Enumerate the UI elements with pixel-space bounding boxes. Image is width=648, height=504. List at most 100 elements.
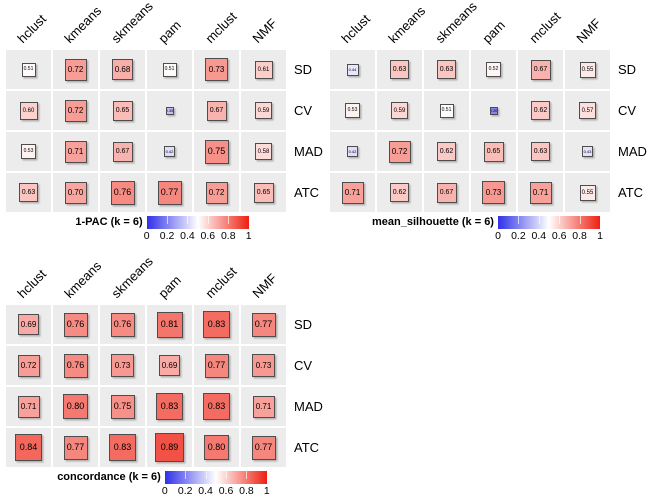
colorbar-label-0.2: 0.2 [511, 230, 526, 242]
value-box: 0.67 [436, 182, 457, 203]
value-box: 0.43 [582, 146, 593, 157]
value-box: 0.77 [251, 435, 276, 460]
value-box: 0.67 [112, 141, 133, 162]
col-label-skmeans: skmeans [432, 0, 480, 46]
value-box: 0.63 [531, 142, 550, 161]
value-box: 0.58 [255, 143, 272, 160]
value-box: 0.72 [64, 58, 87, 81]
cell-SD-hclust: 0.44 [330, 50, 375, 89]
value-box: 0.77 [204, 353, 229, 378]
value-box: 0.52 [486, 62, 501, 77]
colorbar-label-0.8: 0.8 [239, 485, 254, 497]
colorbar-wrap: 0 0.2 0.4 0.6 0.8 1 [161, 471, 270, 497]
value-box: 0.67 [206, 100, 227, 121]
legend: 1-PAC (k = 6) 0 0.2 0.4 0.6 0.8 1 [0, 216, 324, 242]
colorbar-label-0: 0 [143, 230, 150, 242]
col-label-hclust: hclust [14, 266, 50, 301]
value-box: 0.73 [252, 354, 275, 377]
column-header-row: hclust kmeans skmeans pam mclust NMF [324, 0, 648, 48]
heatmap-grid: 0.51 0.72 0.68 0.51 0.73 0.61 0.60 0.72 0.65 0.35… [6, 50, 286, 212]
value-box: 0.71 [252, 395, 275, 418]
cell-SD-pam: 0.52 [471, 50, 516, 89]
value-box: 0.76 [63, 353, 88, 378]
cell-MAD-mclust: 0.63 [518, 132, 563, 171]
colorbar-labels: 0 0.2 0.4 0.6 0.8 1 [161, 484, 270, 497]
value-box: 0.53 [21, 144, 36, 159]
value-box: 0.72 [64, 99, 87, 122]
colorbar-label-0.2: 0.2 [159, 230, 175, 242]
cell-MAD-kmeans: 0.80 [53, 387, 98, 426]
col-label-hclust: hclust [14, 11, 50, 47]
cell-SD-kmeans: 0.63 [377, 50, 422, 89]
row-label-MAD: MAD [618, 144, 647, 159]
value-box: 0.76 [63, 312, 88, 337]
cell-SD-NMF: 0.61 [241, 50, 286, 89]
value-box: 0.71 [341, 181, 364, 204]
colorbar-tick [187, 216, 189, 224]
col-label-kmeans: kmeans [61, 3, 105, 46]
colorbar-tick [579, 216, 581, 224]
col-label-hclust: hclust [338, 11, 374, 47]
colorbar-label-0.4: 0.4 [198, 485, 213, 497]
colorbar-tick [207, 216, 209, 224]
value-box: 0.75 [110, 394, 135, 419]
row-label-SD: SD [618, 62, 637, 77]
heatmap-grid: 0.44 0.63 0.63 0.52 0.67 0.55 0.53 0.59 0.51 0.20… [330, 50, 610, 212]
colorbar-gradient [497, 216, 600, 229]
colorbar-label-0: 0 [161, 485, 168, 497]
value-box: 0.62 [390, 183, 409, 202]
cell-MAD-skmeans: 0.75 [100, 387, 145, 426]
cell-ATC-NMF: 0.77 [241, 428, 286, 467]
value-box: 0.35 [165, 106, 174, 115]
cell-CV-hclust: 0.60 [6, 91, 51, 130]
row-label-CV: CV [294, 103, 313, 118]
value-box: 0.89 [155, 433, 184, 462]
cell-ATC-kmeans: 0.62 [377, 173, 422, 212]
colorbar-gradient [164, 471, 267, 484]
colorbar-gradient [146, 216, 249, 229]
colorbar-label-0: 0 [495, 230, 501, 242]
row-label-SD: SD [294, 62, 313, 77]
value-box: 0.80 [204, 435, 229, 460]
cell-CV-pam: 0.35 [147, 91, 192, 130]
col-label-pam: pam [479, 17, 508, 46]
value-box: 0.84 [15, 434, 42, 461]
value-box: 0.68 [112, 59, 133, 80]
row-label-ATC: ATC [294, 185, 320, 200]
colorbar-label-0.6: 0.6 [218, 485, 234, 497]
colorbar-labels: 0 0.2 0.4 0.6 0.8 1 [495, 229, 603, 242]
cell-ATC-hclust: 0.84 [6, 428, 51, 467]
cell-ATC-pam: 0.73 [471, 173, 516, 212]
value-box: 0.75 [204, 139, 229, 164]
value-box: 0.69 [159, 355, 180, 376]
colorbar-tick [538, 216, 540, 224]
cell-ATC-NMF: 0.55 [565, 173, 610, 212]
cell-CV-kmeans: 0.72 [53, 91, 98, 130]
cell-SD-skmeans: 0.68 [100, 50, 145, 89]
cell-CV-NMF: 0.59 [241, 91, 286, 130]
legend-title: concordance (k = 6) [57, 471, 161, 483]
cell-ATC-mclust: 0.71 [518, 173, 563, 212]
cell-SD-mclust: 0.73 [194, 50, 239, 89]
colorbar-wrap: 0 0.2 0.4 0.6 0.8 1 [143, 216, 252, 242]
cell-MAD-NMF: 0.43 [565, 132, 610, 171]
value-box: 0.73 [205, 58, 228, 81]
col-label-pam: pam [155, 272, 184, 301]
cell-ATC-hclust: 0.63 [6, 173, 51, 212]
cell-SD-kmeans: 0.72 [53, 50, 98, 89]
col-label-kmeans: kmeans [61, 258, 105, 301]
cell-MAD-kmeans: 0.71 [53, 132, 98, 171]
value-box: 0.55 [579, 61, 596, 78]
cell-ATC-skmeans: 0.67 [424, 173, 469, 212]
value-box: 0.63 [437, 60, 456, 79]
col-label-mclust: mclust [202, 8, 240, 47]
col-label-skmeans: skmeans [108, 253, 156, 301]
cell-CV-hclust: 0.72 [6, 346, 51, 385]
cell-MAD-hclust: 0.42 [330, 132, 375, 171]
colorbar-label-1: 1 [597, 230, 603, 242]
row-label-CV: CV [294, 358, 313, 373]
heatmap-grid: 0.69 0.76 0.76 0.81 0.83 0.77 0.72 0.76 0.73 0.69… [6, 305, 286, 467]
legend-title: mean_silhouette (k = 6) [372, 216, 494, 228]
cell-MAD-pam: 0.65 [471, 132, 516, 171]
colorbar-tick [246, 471, 248, 479]
